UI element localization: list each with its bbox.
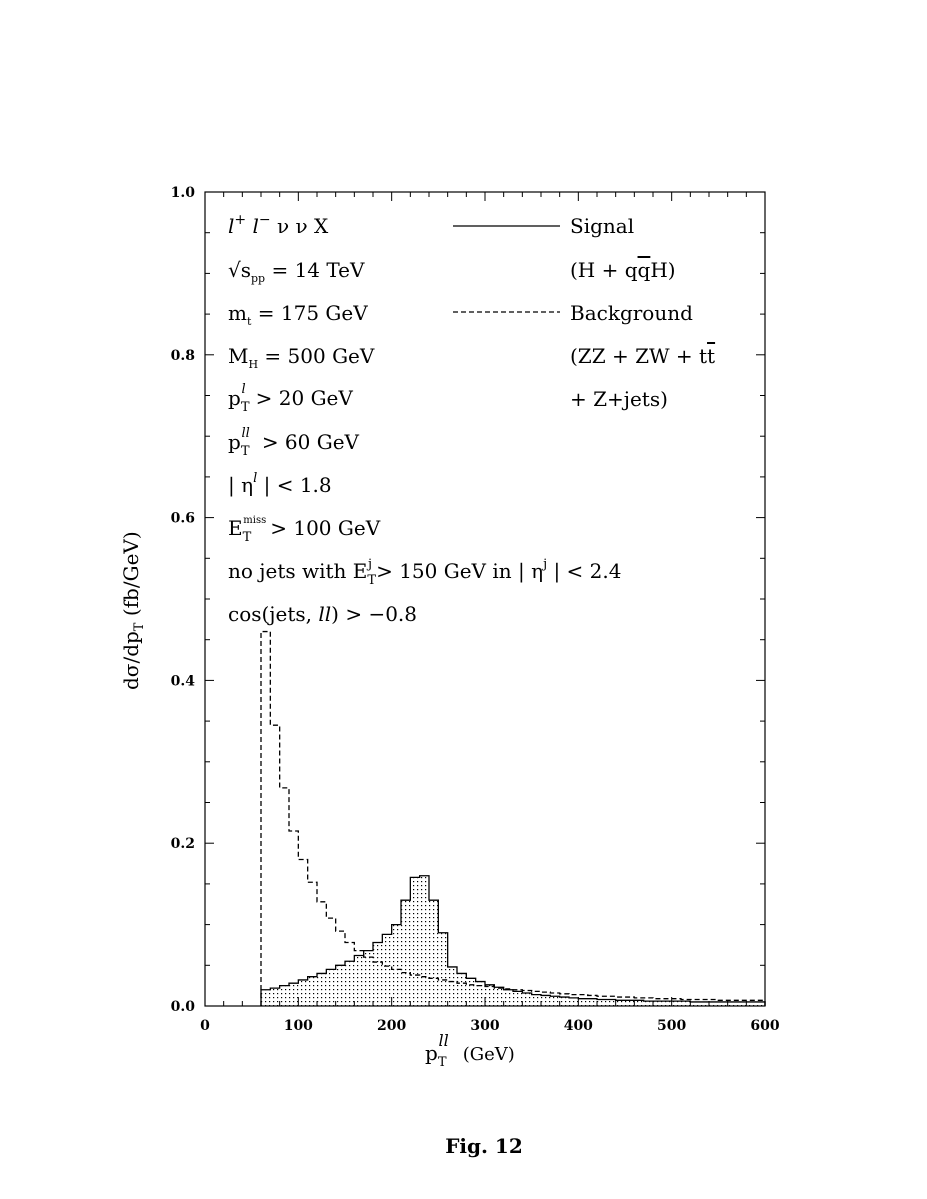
- annotation-block: l+ l− ν ν X √spp = 14 TeV mt = 175 GeV M…: [228, 212, 621, 626]
- signal-bin: [643, 1001, 653, 1006]
- signal-bin: [298, 979, 308, 1006]
- signal-bin: [335, 965, 345, 1006]
- annotation-process: l+ l− ν ν X: [228, 212, 329, 238]
- y-tick-label: 1.0: [171, 185, 196, 201]
- y-axis-label: dσ/dpT (fb/GeV): [119, 531, 147, 690]
- annotation-jet-veto: no jets with ETj > 150 GeV in | ηj | < 2.…: [228, 557, 621, 588]
- signal-bin: [270, 988, 280, 1006]
- signal-bin: [354, 955, 364, 1006]
- x-axis-label: pTll(GeV): [425, 1031, 515, 1070]
- signal-bin: [709, 1001, 719, 1006]
- legend-background-desc-2: + Z+jets): [570, 387, 668, 411]
- x-tick-label: 100: [284, 1018, 313, 1034]
- signal-bin: [438, 932, 448, 1006]
- signal-bin: [569, 997, 579, 1006]
- axis-ticks: [204, 191, 766, 1007]
- signal-bin: [578, 998, 588, 1006]
- signal-bin: [457, 973, 467, 1006]
- signal-bin: [317, 973, 327, 1006]
- x-tick-label: 300: [470, 1018, 499, 1034]
- legend-signal-desc: (H + qqH): [570, 258, 676, 282]
- legend-background-desc-1: (ZZ + ZW + tt: [570, 344, 715, 368]
- signal-bin: [279, 985, 289, 1006]
- chart: 0 100 200 300 400 500 600 0.0 0.2 0.4 0.6 0.8 1.0: [171, 185, 780, 1034]
- signal-bin: [718, 1001, 728, 1006]
- signal-bin: [475, 981, 485, 1006]
- signal-bin: [606, 999, 616, 1006]
- background-histogram: [260, 630, 766, 1006]
- y-tick-label: 0.2: [171, 836, 195, 852]
- signal-bin: [737, 1001, 747, 1006]
- annotation-mh: MH = 500 GeV: [228, 344, 375, 371]
- signal-bin: [587, 998, 597, 1006]
- x-tick-label: 400: [564, 1018, 593, 1034]
- signal-bin: [681, 1001, 691, 1006]
- signal-bin: [671, 1001, 681, 1006]
- signal-bin: [755, 1001, 765, 1006]
- signal-bin: [746, 1001, 756, 1006]
- tick-labels: 0 100 200 300 400 500 600 0.0 0.2 0.4 0.6 0.8 1.0: [171, 185, 780, 1034]
- signal-bin: [410, 877, 420, 1006]
- signal-bin: [559, 997, 569, 1006]
- annotation-ptll: pTll > 60 GeV: [228, 426, 360, 459]
- x-tick-label: 500: [657, 1018, 686, 1034]
- signal-bin: [625, 1000, 635, 1006]
- signal-bin: [485, 984, 495, 1006]
- annotation-etmiss: ETmiss > 100 GeV: [228, 515, 381, 545]
- signal-bin: [289, 983, 299, 1006]
- signal-bin: [391, 924, 401, 1006]
- signal-bin: [634, 1000, 644, 1006]
- annotation-sqrt-s: √spp = 14 TeV: [228, 258, 365, 285]
- x-tick-label: 600: [750, 1018, 779, 1034]
- signal-bin: [503, 989, 513, 1006]
- annotation-cos: cos(jets, ll) > −0.8: [228, 602, 417, 626]
- signal-bin: [363, 950, 373, 1006]
- y-tick-label: 0.0: [171, 999, 196, 1015]
- signal-bin: [513, 991, 523, 1006]
- signal-bin: [653, 1001, 663, 1006]
- signal-bin: [447, 966, 457, 1006]
- signal-bin: [541, 995, 551, 1006]
- signal-bin: [522, 992, 532, 1006]
- background-outline: [260, 630, 766, 1006]
- annotation-ptl: pTl > 20 GeV: [228, 382, 353, 415]
- y-tick-label: 0.4: [171, 673, 196, 689]
- signal-bin: [550, 996, 560, 1006]
- legend-signal-label: Signal: [570, 214, 634, 238]
- signal-bin: [345, 961, 355, 1006]
- y-tick-label: 0.6: [171, 511, 195, 527]
- signal-bin: [382, 934, 392, 1006]
- signal-bin: [419, 875, 429, 1006]
- legend: Signal (H + qqH) Background (ZZ + ZW + t…: [453, 214, 715, 411]
- signal-bin: [727, 1001, 737, 1006]
- annotation-mt: mt = 175 GeV: [228, 301, 368, 328]
- signal-bin: [466, 978, 476, 1006]
- annotation-eta-l: | ηl | < 1.8: [228, 471, 332, 498]
- figure-caption: Fig. 12: [445, 1134, 523, 1158]
- signal-bin: [401, 900, 411, 1006]
- signal-bin: [373, 942, 383, 1006]
- y-tick-label: 0.8: [171, 348, 195, 364]
- signal-bin: [494, 987, 504, 1006]
- signal-bin: [699, 1001, 709, 1006]
- signal-bin: [307, 976, 317, 1006]
- signal-outline: [260, 875, 766, 1006]
- signal-histogram: [260, 875, 766, 1006]
- signal-bin: [615, 1000, 625, 1006]
- x-tick-label: 0: [200, 1018, 210, 1034]
- signal-bin: [261, 989, 271, 1006]
- signal-bin: [531, 994, 541, 1006]
- signal-bin: [662, 1001, 672, 1006]
- signal-bin: [597, 999, 607, 1006]
- signal-bin: [429, 900, 439, 1006]
- x-tick-label: 200: [377, 1018, 406, 1034]
- signal-bin: [326, 969, 336, 1006]
- legend-background-label: Background: [570, 301, 693, 325]
- signal-bin: [690, 1001, 700, 1006]
